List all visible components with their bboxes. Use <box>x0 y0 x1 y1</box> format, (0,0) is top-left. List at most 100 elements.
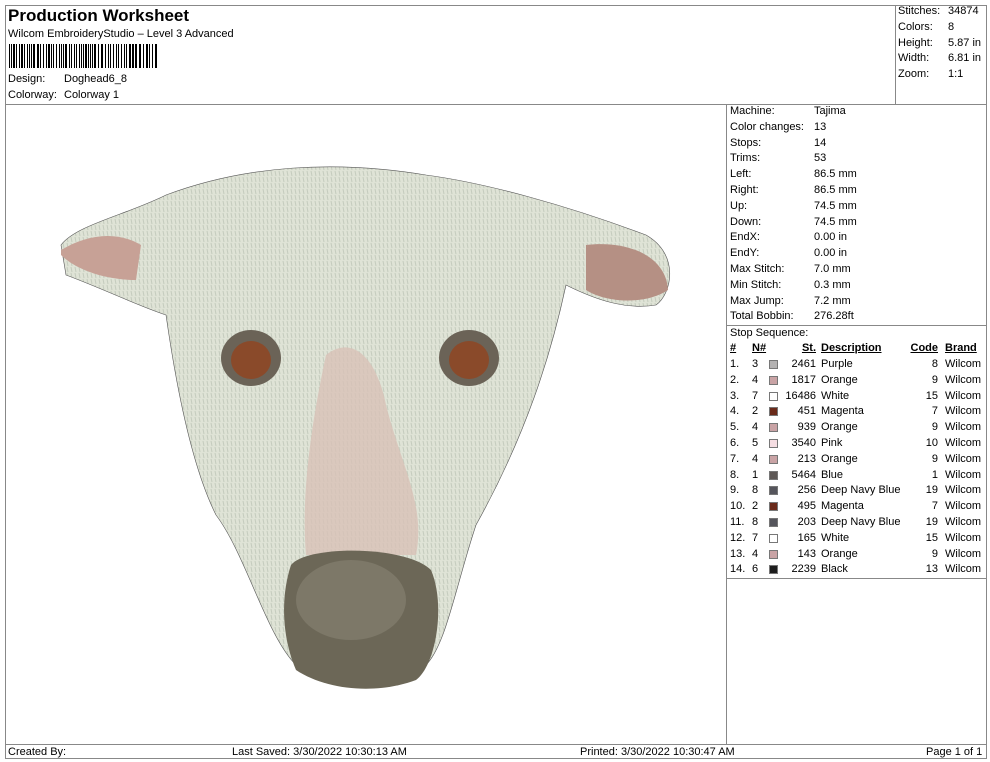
barcode-bar <box>65 44 67 68</box>
barcode-bar <box>74 44 75 68</box>
barcode-bar <box>108 44 109 68</box>
table-cell-st: 203 <box>797 516 816 528</box>
machine-info-value: 14 <box>814 136 827 149</box>
stop-sequence-title: Stop Sequence: <box>730 327 809 339</box>
table-cell-brand: Wilcom <box>945 437 982 449</box>
summary-value: 34874 <box>948 5 979 17</box>
table-cell-brand: Wilcom <box>945 389 982 402</box>
barcode-bar <box>85 44 87 68</box>
summary-value: 6.81 in <box>948 52 982 65</box>
barcode-bar <box>33 44 35 68</box>
barcode-bar <box>121 44 122 68</box>
barcode-bar <box>113 44 114 68</box>
machine-info-label: Max Jump: <box>730 294 784 307</box>
table-cell-n: 9. <box>730 484 740 497</box>
barcode-bar <box>13 44 15 68</box>
summary-label: Height: <box>898 36 933 49</box>
page-number: Page 1 of 1 <box>926 746 983 758</box>
barcode-bar <box>51 44 52 68</box>
table-cell-code: 8 <box>931 358 938 370</box>
table-cell-n: 2. <box>730 373 740 386</box>
machine-info-value: 7.2 mm <box>814 294 851 307</box>
barcode-bar <box>43 44 44 68</box>
summary-value: 1:1 <box>948 68 964 81</box>
machine-info-label: Color changes: <box>730 120 804 133</box>
table-cell-n: 12. <box>730 531 746 544</box>
summary-label: Stitches: <box>898 5 941 17</box>
barcode-bar <box>126 44 127 68</box>
divider <box>5 104 987 105</box>
table-cell-desc: Magenta <box>821 405 864 418</box>
color-swatch <box>769 470 778 480</box>
color-swatch <box>769 439 778 448</box>
machine-info-label: Min Stitch: <box>730 278 782 291</box>
barcode-bar <box>27 44 28 68</box>
table-cell-brand: Wilcom <box>945 358 982 370</box>
table-cell-needle: 1 <box>752 468 759 481</box>
divider <box>726 325 987 326</box>
barcode-bar <box>76 44 77 68</box>
barcode-bar <box>46 44 47 68</box>
table-cell-desc: Deep Navy Blue <box>821 484 901 497</box>
barcode-bar <box>110 44 111 68</box>
color-swatch <box>769 454 778 464</box>
worksheet-frame <box>5 5 987 759</box>
table-cell-desc: Orange <box>821 452 858 465</box>
table-cell-needle: 7 <box>752 531 759 544</box>
barcode-bar <box>149 44 150 68</box>
table-cell-needle: 8 <box>752 516 759 528</box>
color-swatch <box>769 502 778 512</box>
table-cell-code: 15 <box>925 389 938 402</box>
barcode-bar <box>139 44 141 68</box>
machine-info-value: 74.5 mm <box>814 199 857 212</box>
table-cell-needle: 4 <box>752 452 759 465</box>
summary-label: Width: <box>898 52 930 65</box>
table-cell-code: 19 <box>925 484 938 497</box>
printed-date: Printed: 3/30/2022 10:30:47 AM <box>580 746 735 758</box>
table-cell-desc: White <box>821 531 850 544</box>
barcode-bar <box>9 44 10 68</box>
barcode-bar <box>129 44 131 68</box>
table-cell-st: 1817 <box>791 373 816 386</box>
table-cell-brand: Wilcom <box>945 563 982 576</box>
table-cell-desc: Pink <box>821 437 843 449</box>
machine-info-label: Stops: <box>730 136 762 149</box>
table-cell-st: 2239 <box>791 563 816 576</box>
table-cell-st: 451 <box>797 405 816 418</box>
machine-info-label: EndX: <box>730 231 760 244</box>
machine-info-label: EndY: <box>730 247 760 260</box>
barcode-bar <box>116 44 117 68</box>
barcode-bar <box>135 44 137 68</box>
colorway-label: Colorway: <box>8 89 57 101</box>
barcode-bar <box>63 44 64 68</box>
color-swatch <box>769 486 778 496</box>
table-cell-brand: Wilcom <box>945 531 982 544</box>
machine-info-value: 53 <box>814 152 827 165</box>
table-cell-needle: 2 <box>752 405 759 418</box>
table-cell-needle: 3 <box>752 358 759 370</box>
table-cell-st: 5464 <box>791 468 816 481</box>
machine-info-label: Left: <box>730 168 752 181</box>
color-swatch <box>769 391 778 401</box>
machine-info-value: 0.00 in <box>814 231 848 244</box>
color-swatch <box>769 407 778 417</box>
barcode-bar <box>155 44 157 68</box>
table-cell-st: 495 <box>797 500 816 513</box>
barcode-bar <box>53 44 54 68</box>
machine-info-value: 0.00 in <box>814 247 848 260</box>
machine-info-value: 0.3 mm <box>814 278 851 291</box>
color-swatch <box>769 423 778 433</box>
machine-info-label: Machine: <box>730 105 775 117</box>
barcode-bar <box>21 44 23 68</box>
barcode-bar <box>59 44 60 68</box>
barcode-bar <box>79 44 80 68</box>
barcode-bar <box>92 44 93 68</box>
barcode-bar <box>31 44 32 68</box>
table-cell-n: 4. <box>730 405 740 418</box>
table-cell-needle: 5 <box>752 437 759 449</box>
machine-info-value: 86.5 mm <box>814 184 857 196</box>
table-cell-n: 14. <box>730 563 746 576</box>
barcode-bar <box>132 44 134 68</box>
barcode-bar <box>146 44 148 68</box>
barcode-bar <box>37 44 39 68</box>
